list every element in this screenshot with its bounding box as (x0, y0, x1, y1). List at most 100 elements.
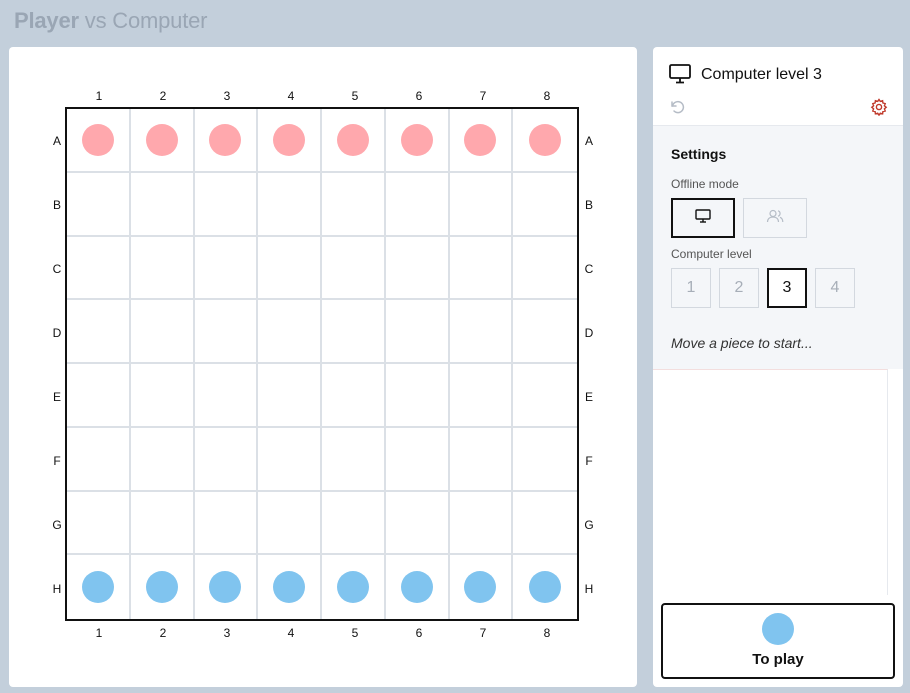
board-cell[interactable] (130, 172, 195, 237)
board-cell[interactable] (130, 109, 195, 173)
board-cell[interactable] (385, 364, 450, 428)
settings-box: Settings Offline mode Compute (653, 125, 903, 369)
board-cell[interactable] (449, 364, 514, 428)
board-cell[interactable] (513, 300, 577, 364)
board-cell[interactable] (513, 109, 577, 173)
row-label: F (585, 454, 593, 468)
level-button-1[interactable]: 1 (671, 268, 711, 308)
board-cell[interactable] (449, 109, 514, 173)
board-cell[interactable] (513, 173, 577, 237)
board-cell[interactable] (385, 109, 450, 173)
red-piece[interactable] (529, 123, 562, 156)
board-cell[interactable] (513, 237, 577, 301)
mode-computer-button[interactable] (671, 198, 735, 238)
board-cell[interactable] (131, 555, 195, 619)
gear-icon[interactable] (870, 98, 888, 121)
monitor-icon (695, 208, 711, 228)
level-button-4[interactable]: 4 (815, 268, 855, 308)
blue-piece[interactable] (145, 571, 178, 604)
blue-piece[interactable] (209, 571, 242, 604)
board-cell[interactable] (67, 555, 131, 619)
red-piece[interactable] (209, 123, 242, 156)
computer-level-title: Computer level 3 (701, 66, 822, 83)
board-cell[interactable] (322, 300, 386, 364)
red-piece[interactable] (145, 123, 178, 156)
column-label: 3 (223, 626, 231, 640)
board-cell[interactable] (258, 300, 322, 364)
board-cell[interactable] (194, 236, 259, 301)
level-button-2[interactable]: 2 (719, 268, 759, 308)
blue-piece[interactable] (529, 571, 562, 604)
board-cell[interactable] (194, 491, 259, 556)
board-cell[interactable] (449, 427, 514, 492)
board-cell[interactable] (258, 491, 322, 556)
board-cell[interactable] (67, 172, 131, 237)
board-cell[interactable] (322, 109, 386, 173)
board-cell[interactable] (385, 427, 450, 492)
red-piece[interactable] (81, 123, 114, 156)
board-cell[interactable] (258, 236, 322, 301)
red-piece[interactable] (400, 123, 433, 156)
board-cell[interactable] (449, 172, 514, 237)
level-button-3[interactable]: 3 (767, 268, 807, 308)
board-cell[interactable] (322, 172, 386, 237)
board-cell[interactable] (322, 236, 386, 301)
board-cell[interactable] (322, 364, 386, 428)
board-cell[interactable] (130, 491, 195, 556)
users-icon (766, 209, 784, 228)
board-cell[interactable] (130, 300, 195, 364)
board-cell[interactable] (258, 555, 322, 619)
board-cell[interactable] (450, 555, 514, 619)
red-piece[interactable] (336, 123, 369, 156)
board-cell[interactable] (386, 555, 450, 619)
board-cell[interactable] (258, 427, 322, 492)
board-cell[interactable] (67, 236, 131, 301)
board-cell[interactable] (130, 427, 195, 492)
board-cell[interactable] (195, 555, 259, 619)
board-cell[interactable] (258, 172, 322, 237)
undo-icon[interactable] (669, 99, 685, 120)
board-cell[interactable] (513, 492, 577, 556)
board-cell[interactable] (194, 300, 259, 364)
board-cell[interactable] (194, 109, 259, 173)
settings-heading: Settings (671, 146, 727, 162)
board-cell[interactable] (449, 236, 514, 301)
blue-piece[interactable] (81, 571, 114, 604)
board-cell[interactable] (513, 428, 577, 492)
board-cell[interactable] (67, 427, 131, 492)
board-cell[interactable] (385, 491, 450, 556)
column-label: 5 (351, 89, 359, 103)
red-piece[interactable] (464, 123, 497, 156)
board-cell[interactable] (194, 364, 259, 428)
board-cell[interactable] (385, 236, 450, 301)
blue-piece[interactable] (400, 571, 433, 604)
mode-two-players-button[interactable] (743, 198, 807, 238)
board-cell[interactable] (67, 491, 131, 556)
board-cell[interactable] (385, 300, 450, 364)
board-cell[interactable] (130, 236, 195, 301)
blue-piece[interactable] (336, 571, 369, 604)
board-cell[interactable] (385, 172, 450, 237)
board-cell[interactable] (130, 364, 195, 428)
board-cell[interactable] (194, 427, 259, 492)
board-cell[interactable] (513, 555, 577, 619)
board-cell[interactable] (322, 555, 386, 619)
blue-piece[interactable] (464, 571, 497, 604)
board-cell[interactable] (67, 300, 131, 364)
blue-piece[interactable] (273, 571, 306, 604)
board-cell[interactable] (258, 364, 322, 428)
board-cell[interactable] (194, 172, 259, 237)
red-piece[interactable] (273, 123, 306, 156)
turn-indicator: To play (661, 603, 895, 679)
board-cell[interactable] (513, 364, 577, 428)
board-cell[interactable] (67, 109, 131, 173)
board-cell[interactable] (449, 491, 514, 556)
board-cell[interactable] (258, 109, 322, 173)
board-cell[interactable] (322, 427, 386, 492)
board-cell[interactable] (67, 364, 131, 428)
column-label: 2 (159, 89, 167, 103)
board-cell[interactable] (322, 491, 386, 556)
row-label: G (584, 518, 594, 532)
row-label: A (584, 134, 593, 148)
board-cell[interactable] (449, 300, 514, 364)
